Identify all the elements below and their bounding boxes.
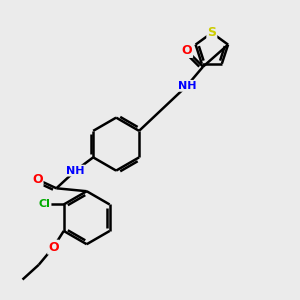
Text: NH: NH (66, 166, 85, 176)
Text: Cl: Cl (39, 200, 50, 209)
Text: O: O (32, 173, 43, 186)
Text: O: O (182, 44, 192, 57)
Text: S: S (207, 26, 216, 39)
Text: O: O (48, 241, 59, 254)
Text: NH: NH (178, 81, 196, 91)
